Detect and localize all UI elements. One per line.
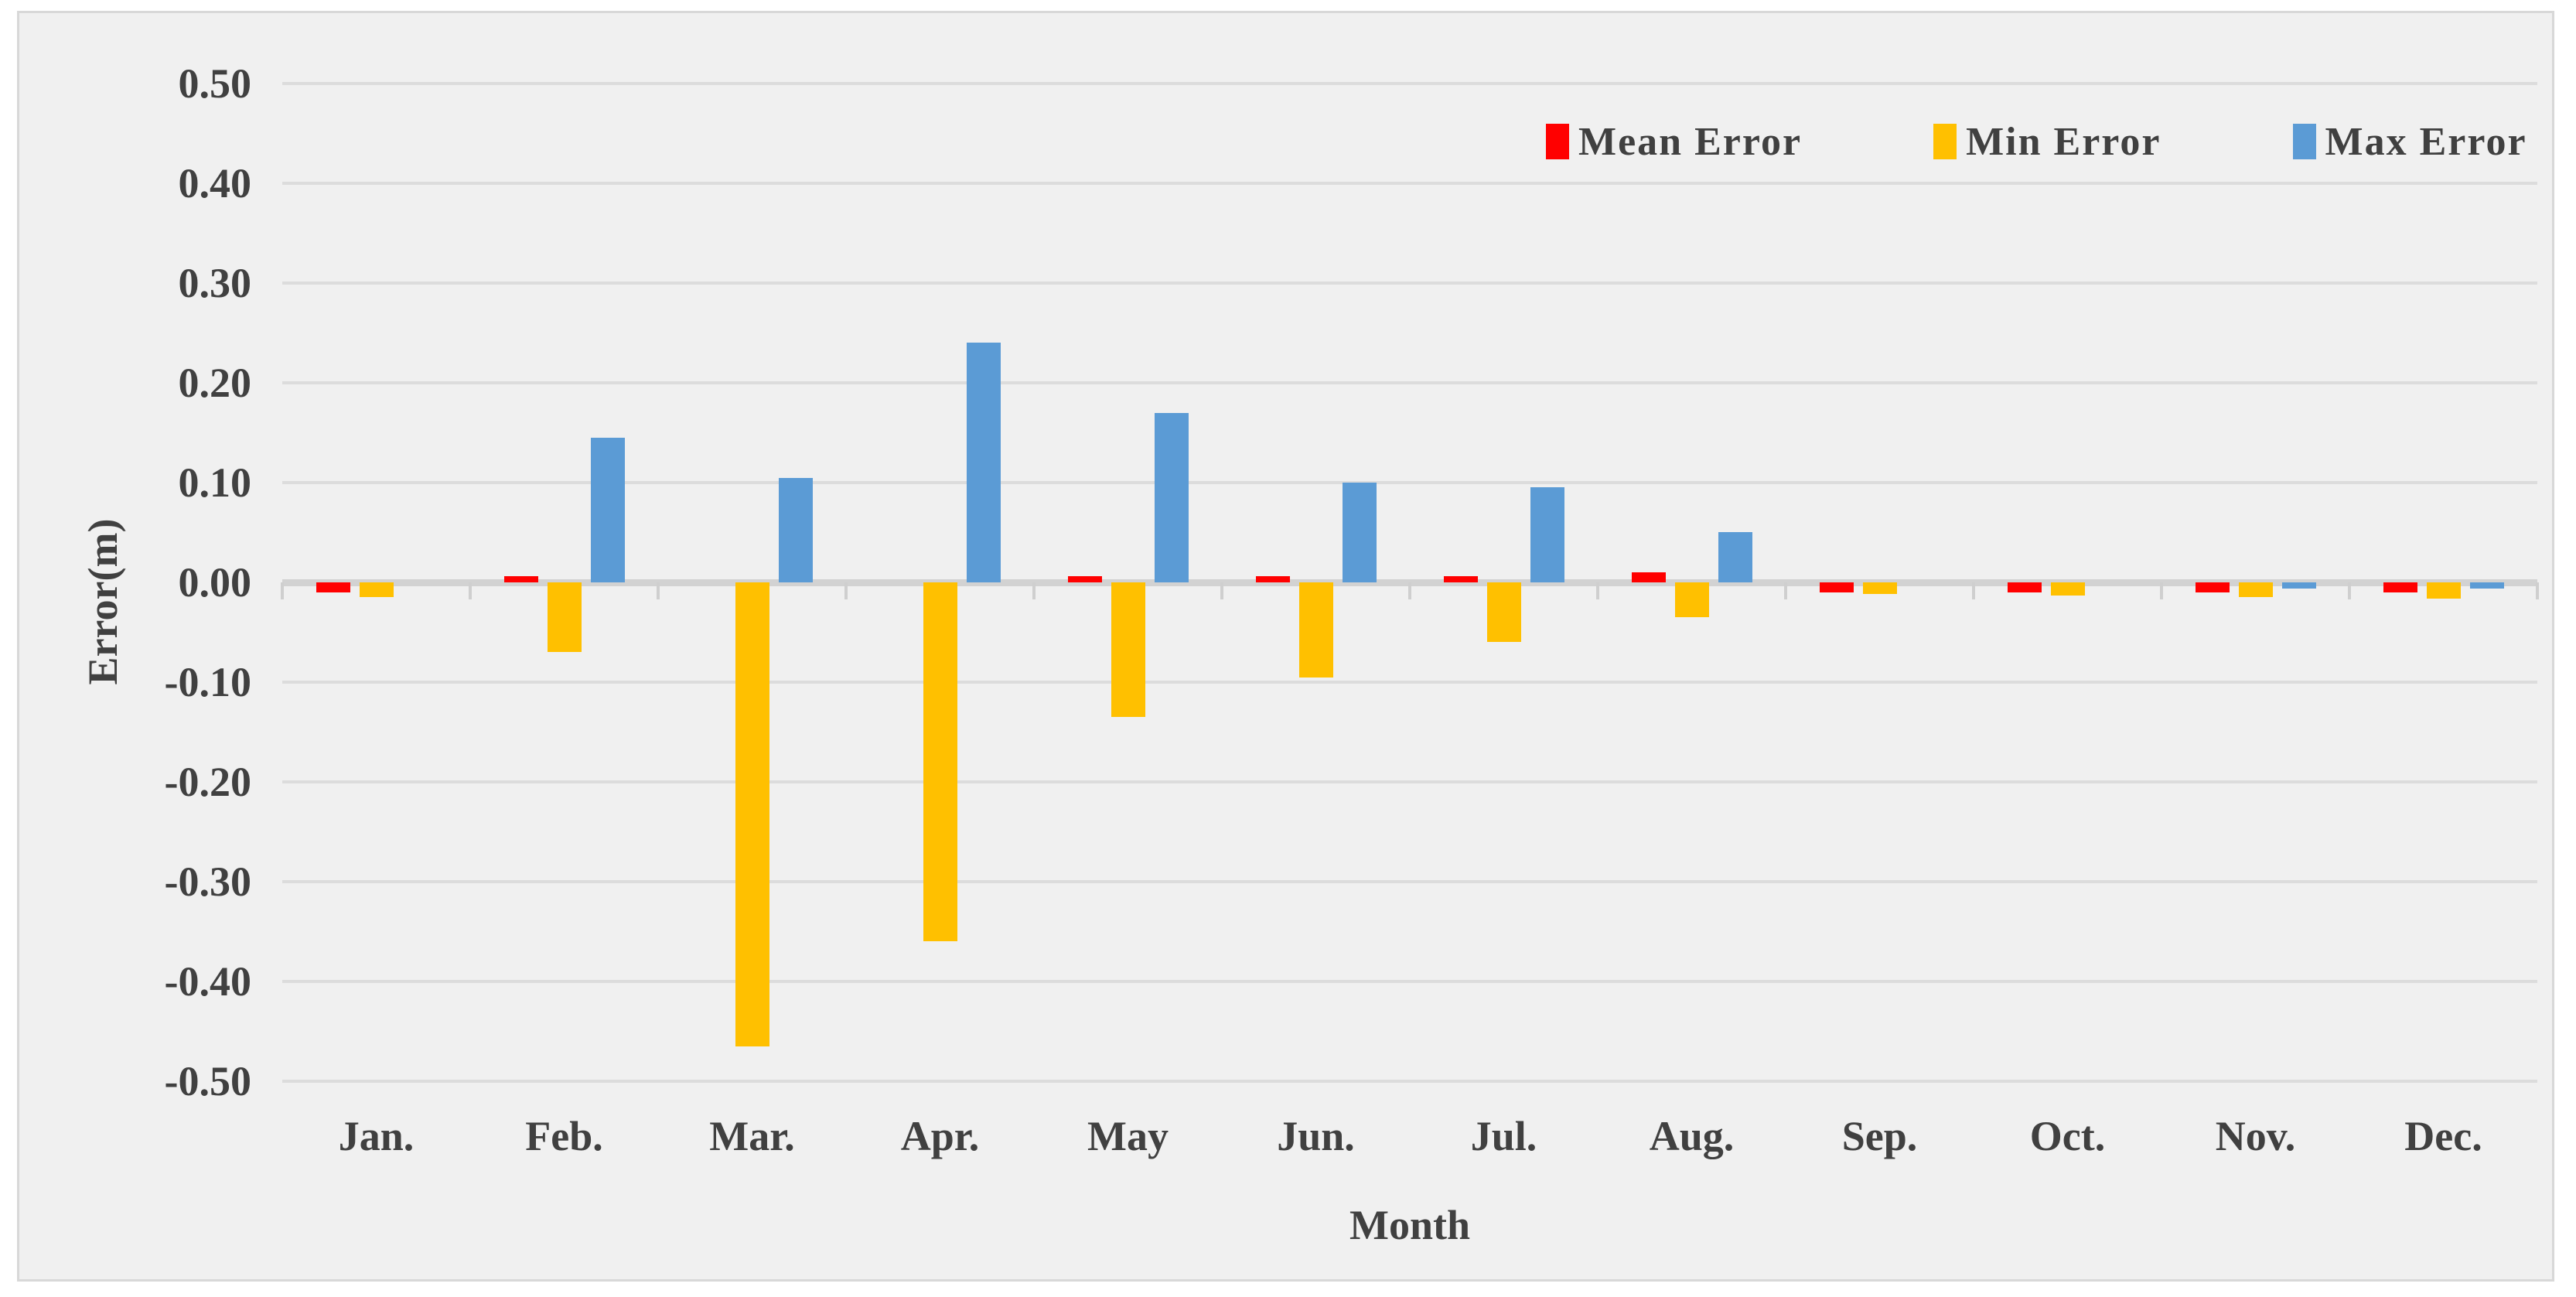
gridline: [282, 1080, 2537, 1083]
x-axis-tick-mark: [1972, 582, 1975, 599]
y-axis-tick-label: -0.40: [164, 958, 251, 1005]
bar-max-error-aug: [1718, 532, 1752, 582]
x-axis-title: Month: [1349, 1202, 1470, 1248]
bar-max-error-jul: [1530, 487, 1564, 582]
x-axis-category-label: Jul.: [1470, 1113, 1537, 1159]
x-axis-tick-mark: [1220, 582, 1223, 599]
chart-panel: 0.50 0.40 0.30 0.20 0.10 0.00 -0.10 -0.20 -0.30 -…: [17, 11, 2554, 1282]
x-axis-tick-mark: [657, 582, 660, 599]
bar-max-error-mar: [779, 478, 813, 582]
y-axis-tick-label: -0.20: [164, 759, 251, 805]
legend-item-max-error: Max Error: [2292, 119, 2527, 165]
x-axis-tick-mark: [2348, 582, 2351, 599]
x-axis-category-label: Mar.: [709, 1113, 795, 1159]
x-axis-tick-mark: [281, 582, 284, 599]
y-axis-tick-label: 0.20: [178, 360, 252, 406]
bar-mean-error-feb: [504, 576, 538, 582]
x-axis-tick-mark: [2160, 582, 2163, 599]
x-axis-category-label: May: [1087, 1113, 1169, 1159]
legend: Mean Error Min Error Max Error: [1546, 103, 2527, 180]
bar-min-error-nov: [2239, 582, 2273, 597]
y-axis-tick-label: 0.30: [178, 260, 252, 306]
x-axis-category-label: Apr.: [900, 1113, 980, 1159]
bar-mean-error-nov: [2196, 582, 2230, 592]
gridline: [282, 780, 2537, 783]
bar-min-error-mar: [735, 582, 769, 1046]
y-axis-tick-label: 0.40: [178, 160, 252, 206]
legend-item-label: Mean Error: [1578, 119, 1803, 164]
bar-mean-error-jan: [316, 582, 350, 592]
x-axis-tick-mark: [1032, 582, 1036, 599]
x-axis-category-label: Nov.: [2215, 1113, 2296, 1159]
y-axis-tick-label: -0.30: [164, 858, 251, 905]
bar-min-error-may: [1111, 582, 1145, 717]
legend-marker-icon: [2292, 124, 2316, 159]
bar-min-error-sep: [1863, 582, 1897, 594]
gridline: [282, 182, 2537, 185]
legend-item-mean-error: Mean Error: [1546, 119, 1802, 165]
x-axis-category-label: Sep.: [1841, 1113, 1918, 1159]
x-axis-tick-mark: [844, 582, 848, 599]
x-axis-category-label: Dec.: [2404, 1113, 2482, 1159]
legend-marker-icon: [1933, 124, 1957, 159]
x-axis-tick-mark: [2536, 582, 2539, 599]
gridline: [282, 381, 2537, 384]
bar-mean-error-jul: [1444, 576, 1478, 582]
bar-mean-error-dec: [2383, 582, 2417, 592]
legend-marker-icon: [1546, 124, 1569, 159]
y-axis-title: Error(m): [80, 518, 126, 685]
bar-min-error-apr: [923, 582, 957, 941]
bar-min-error-jun: [1299, 582, 1333, 678]
bar-min-error-jan: [360, 582, 394, 597]
bar-mean-error-jun: [1256, 576, 1290, 582]
bar-max-error-apr: [967, 343, 1001, 582]
bar-min-error-feb: [548, 582, 582, 652]
x-axis-category-label: Jun.: [1277, 1113, 1355, 1159]
y-axis-tick-label: -0.50: [164, 1058, 251, 1104]
bar-max-error-dec: [2470, 582, 2504, 589]
legend-item-min-error: Min Error: [1933, 119, 2161, 165]
gridline: [282, 481, 2537, 484]
x-axis-category-label: Aug.: [1649, 1113, 1735, 1159]
x-axis-tick-mark: [1408, 582, 1411, 599]
bar-min-error-aug: [1675, 582, 1709, 617]
legend-item-label: Max Error: [2325, 119, 2527, 164]
bar-mean-error-sep: [1820, 582, 1854, 592]
bar-min-error-oct: [2051, 582, 2085, 596]
bar-min-error-jul: [1487, 582, 1521, 642]
gridline: [282, 282, 2537, 285]
gridline: [282, 880, 2537, 883]
bar-mean-error-may: [1068, 576, 1102, 582]
bar-min-error-dec: [2427, 582, 2461, 599]
y-axis-tick-label: 0.10: [178, 459, 252, 506]
gridline: [282, 82, 2537, 85]
y-axis-tick-label: 0.50: [178, 60, 252, 107]
x-axis-tick-mark: [1784, 582, 1787, 599]
bar-max-error-nov: [2282, 582, 2316, 589]
bar-mean-error-oct: [2008, 582, 2042, 592]
x-axis-tick-mark: [469, 582, 472, 599]
legend-item-label: Min Error: [1966, 119, 2161, 164]
bar-max-error-jun: [1343, 483, 1377, 582]
gridline: [282, 980, 2537, 983]
gridline: [282, 681, 2537, 684]
bar-max-error-feb: [591, 438, 625, 582]
bar-max-error-may: [1155, 413, 1189, 582]
x-axis-category-label: Oct.: [2029, 1113, 2106, 1159]
x-axis-category-label: Jan.: [338, 1113, 415, 1159]
x-axis-category-label: Feb.: [525, 1113, 603, 1159]
bar-mean-error-aug: [1632, 572, 1666, 582]
x-axis-tick-mark: [1596, 582, 1599, 599]
y-axis-tick-label: 0.00: [178, 559, 252, 606]
y-axis-tick-label: -0.10: [164, 659, 251, 705]
